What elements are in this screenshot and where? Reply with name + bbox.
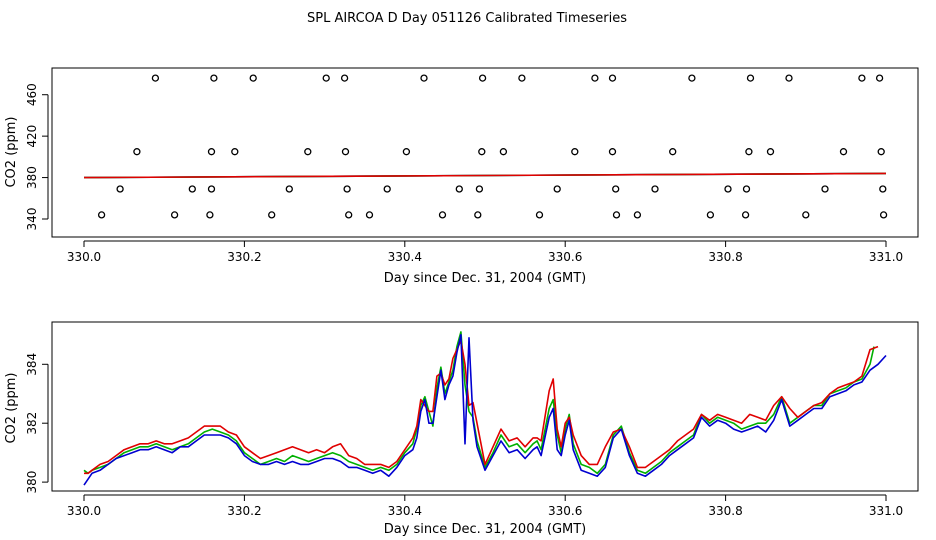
top-x-tick-label: 330.0 (67, 250, 101, 264)
top-x-axis-label: Day since Dec. 31, 2004 (GMT) (384, 271, 587, 286)
top-scatter-point (116, 185, 124, 193)
top-scatter-point (322, 74, 330, 82)
top-scatter-point (821, 185, 829, 193)
top-scatter-point (858, 74, 866, 82)
top-scatter-point (802, 211, 810, 219)
top-scatter-point (420, 74, 428, 82)
bottom-x-tick-label: 330.4 (388, 504, 422, 518)
top-scatter-point (571, 148, 579, 156)
top-scatter-point (608, 74, 617, 82)
top-scatter-point (535, 211, 544, 219)
top-scatter-point (785, 74, 793, 82)
top-scatter-point (304, 148, 312, 156)
top-scatter-point (206, 211, 214, 219)
top-scatter-point (591, 74, 599, 82)
bottom-plot-frame (51, 321, 919, 492)
top-scatter-point (766, 148, 775, 156)
top-axes: 330.0 330.2 330.4 330.6 330.8 331.0 340 380 420 4… (25, 83, 903, 264)
top-scatter-point (383, 185, 391, 193)
top-panel: 330.0 330.2 330.4 330.6 330.8 331.0 340 380 420 4… (4, 67, 919, 286)
top-plot-marks (83, 74, 888, 219)
top-scatter-point (879, 185, 887, 193)
top-scatter-point (474, 211, 482, 219)
bottom-x-axis-label: Day since Dec. 31, 2004 (GMT) (384, 522, 587, 537)
top-y-axis-label: CO2 (ppm) (4, 116, 19, 187)
top-x-tick-label: 330.6 (548, 250, 582, 264)
bottom-y-axis-label: CO2 (ppm) (4, 372, 19, 443)
top-scatter-point (745, 148, 753, 156)
top-scatter-point (478, 148, 486, 156)
top-scatter-point (151, 74, 160, 82)
bottom-y-tick-label: 382 (25, 412, 39, 435)
top-scatter-point (669, 148, 677, 156)
top-scatter-point (475, 185, 484, 193)
top-scatter-point (365, 211, 374, 219)
bottom-series-blue (83, 333, 887, 486)
top-scatter-point (706, 211, 715, 219)
top-scatter-point (345, 211, 353, 219)
top-scatter-point (231, 148, 239, 156)
top-scatter-point (612, 185, 620, 193)
top-scatter-point (210, 74, 218, 82)
top-scatter-point (207, 148, 216, 156)
bottom-x-tick-label: 331.0 (869, 504, 903, 518)
bottom-series-red (84, 339, 879, 475)
top-scatter-point (97, 211, 106, 219)
top-scatter-point (285, 185, 293, 193)
top-scatter-point (651, 185, 659, 193)
top-y-tick-label: 420 (25, 125, 39, 148)
top-scatter-point (741, 211, 750, 219)
top-scatter-point (438, 211, 447, 219)
top-scatter-point (249, 74, 257, 82)
top-y-tick-label: 340 (25, 208, 39, 231)
bottom-panel: 330.0 330.2 330.4 330.6 330.8 331.0380382384 … (4, 321, 919, 537)
bottom-y-tick-label: 384 (25, 353, 39, 376)
top-scatter-point (499, 148, 508, 156)
bottom-axes: 330.0 330.2 330.4 330.6 330.8 331.0 380 382 384 (25, 353, 903, 518)
bottom-y-tick-label: 380 (25, 471, 39, 494)
top-scatter-point (608, 148, 617, 156)
top-y-tick-label: 380 (25, 166, 39, 189)
bottom-series-green (83, 331, 875, 475)
top-scatter-point (633, 211, 642, 219)
bottom-x-tick-label: 330.2 (227, 504, 261, 518)
top-scatter-point (341, 148, 350, 156)
top-scatter-point (875, 74, 884, 82)
top-scatter-point (268, 211, 276, 219)
bottom-x-tick-label: 330.6 (548, 504, 582, 518)
figure-title: SPL AIRCOA D Day 051126 Calibrated Times… (307, 11, 627, 26)
top-x-tick-label: 330.4 (388, 250, 422, 264)
top-scatter-point (188, 185, 196, 193)
top-scatter-point (133, 148, 141, 156)
top-x-tick-label: 330.2 (227, 250, 261, 264)
top-x-tick-label: 330.8 (708, 250, 742, 264)
bottom-plot-marks (83, 331, 887, 486)
top-scatter-point (207, 185, 216, 193)
top-scatter-point (839, 148, 848, 156)
top-scatter-point (518, 74, 526, 82)
top-scatter-point (746, 74, 755, 82)
top-series-red (83, 172, 887, 179)
top-scatter-point (742, 185, 751, 193)
top-x-tick-label: 331.0 (869, 250, 903, 264)
bottom-x-tick-label: 330.0 (67, 504, 101, 518)
top-scatter-point (724, 185, 732, 193)
top-scatter-point (402, 148, 411, 156)
top-scatter-point (455, 185, 463, 193)
top-y-tick-label: 460 (25, 83, 39, 106)
top-scatter-point (553, 185, 561, 193)
bottom-x-tick-label: 330.8 (708, 504, 742, 518)
top-scatter-point (612, 211, 621, 219)
top-scatter-point (340, 74, 349, 82)
top-scatter-point (478, 74, 487, 82)
top-scatter-point (170, 211, 179, 219)
top-scatter-point (879, 211, 888, 219)
top-plot-frame (51, 67, 919, 238)
top-scatter-point (343, 185, 351, 193)
top-scatter-point (877, 148, 885, 156)
top-scatter-point (688, 74, 696, 82)
